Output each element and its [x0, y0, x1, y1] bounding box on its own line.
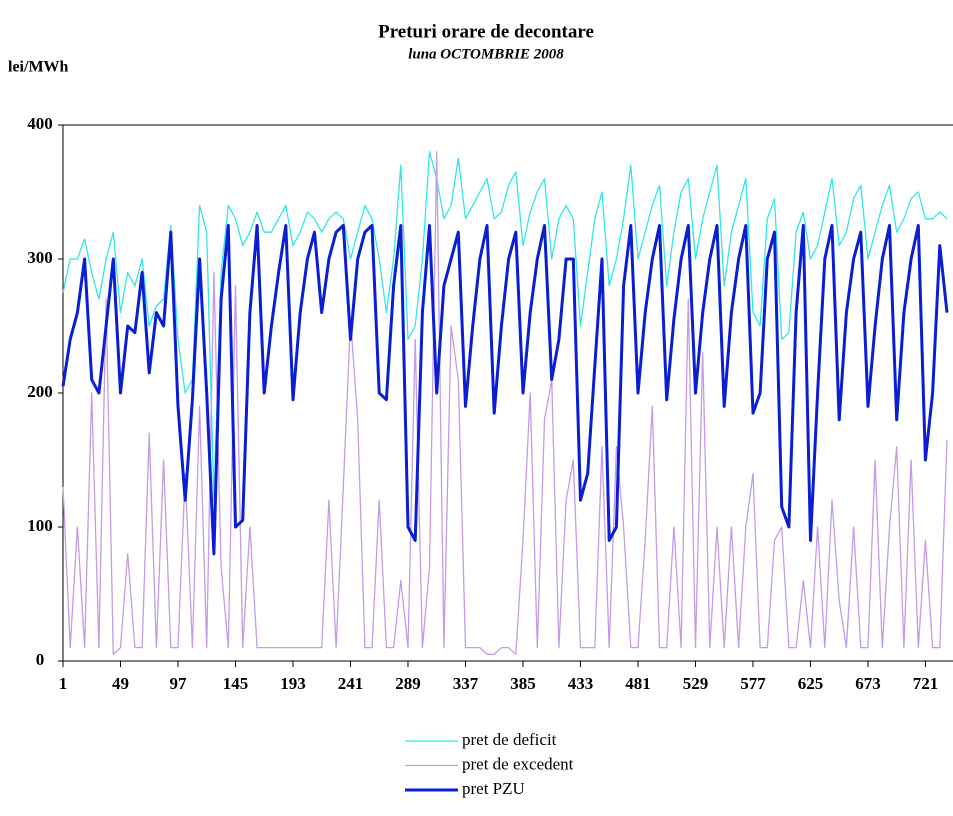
- x-tick-label: 337: [453, 674, 479, 693]
- x-tick-label: 97: [169, 674, 187, 693]
- x-tick-label: 721: [913, 674, 939, 693]
- data-line: [61, 224, 949, 556]
- data-line: [62, 151, 948, 501]
- chart-subtitle: luna OCTOMBRIE 2008: [408, 46, 564, 62]
- y-tick-label: 300: [27, 248, 53, 267]
- x-tick-label: 1: [59, 674, 68, 693]
- x-tick-label: 577: [740, 674, 766, 693]
- legend-label: pret PZU: [462, 779, 525, 798]
- y-tick-label: 100: [27, 516, 53, 535]
- x-tick-label: 385: [510, 674, 536, 693]
- x-tick-label: 529: [683, 674, 709, 693]
- data-line: [62, 151, 948, 655]
- x-tick-label: 49: [112, 674, 129, 693]
- x-tick-label: 193: [280, 674, 306, 693]
- x-tick-label: 433: [568, 674, 594, 693]
- x-tick-label: 289: [395, 674, 421, 693]
- y-tick-label: 200: [27, 382, 53, 401]
- chart-title: Preturi orare de decontare: [378, 21, 594, 42]
- y-axis-label: lei/MWh: [8, 59, 69, 76]
- y-tick-label: 400: [27, 114, 53, 133]
- x-tick-label: 241: [338, 674, 364, 693]
- y-tick-label: 0: [36, 650, 45, 669]
- legend-label: pret de excedent: [462, 754, 574, 773]
- x-tick-label: 673: [855, 674, 881, 693]
- legend-label: pret de deficit: [462, 730, 557, 749]
- x-tick-label: 625: [798, 674, 824, 693]
- x-tick-label: 481: [625, 674, 651, 693]
- x-tick-label: 145: [223, 674, 249, 693]
